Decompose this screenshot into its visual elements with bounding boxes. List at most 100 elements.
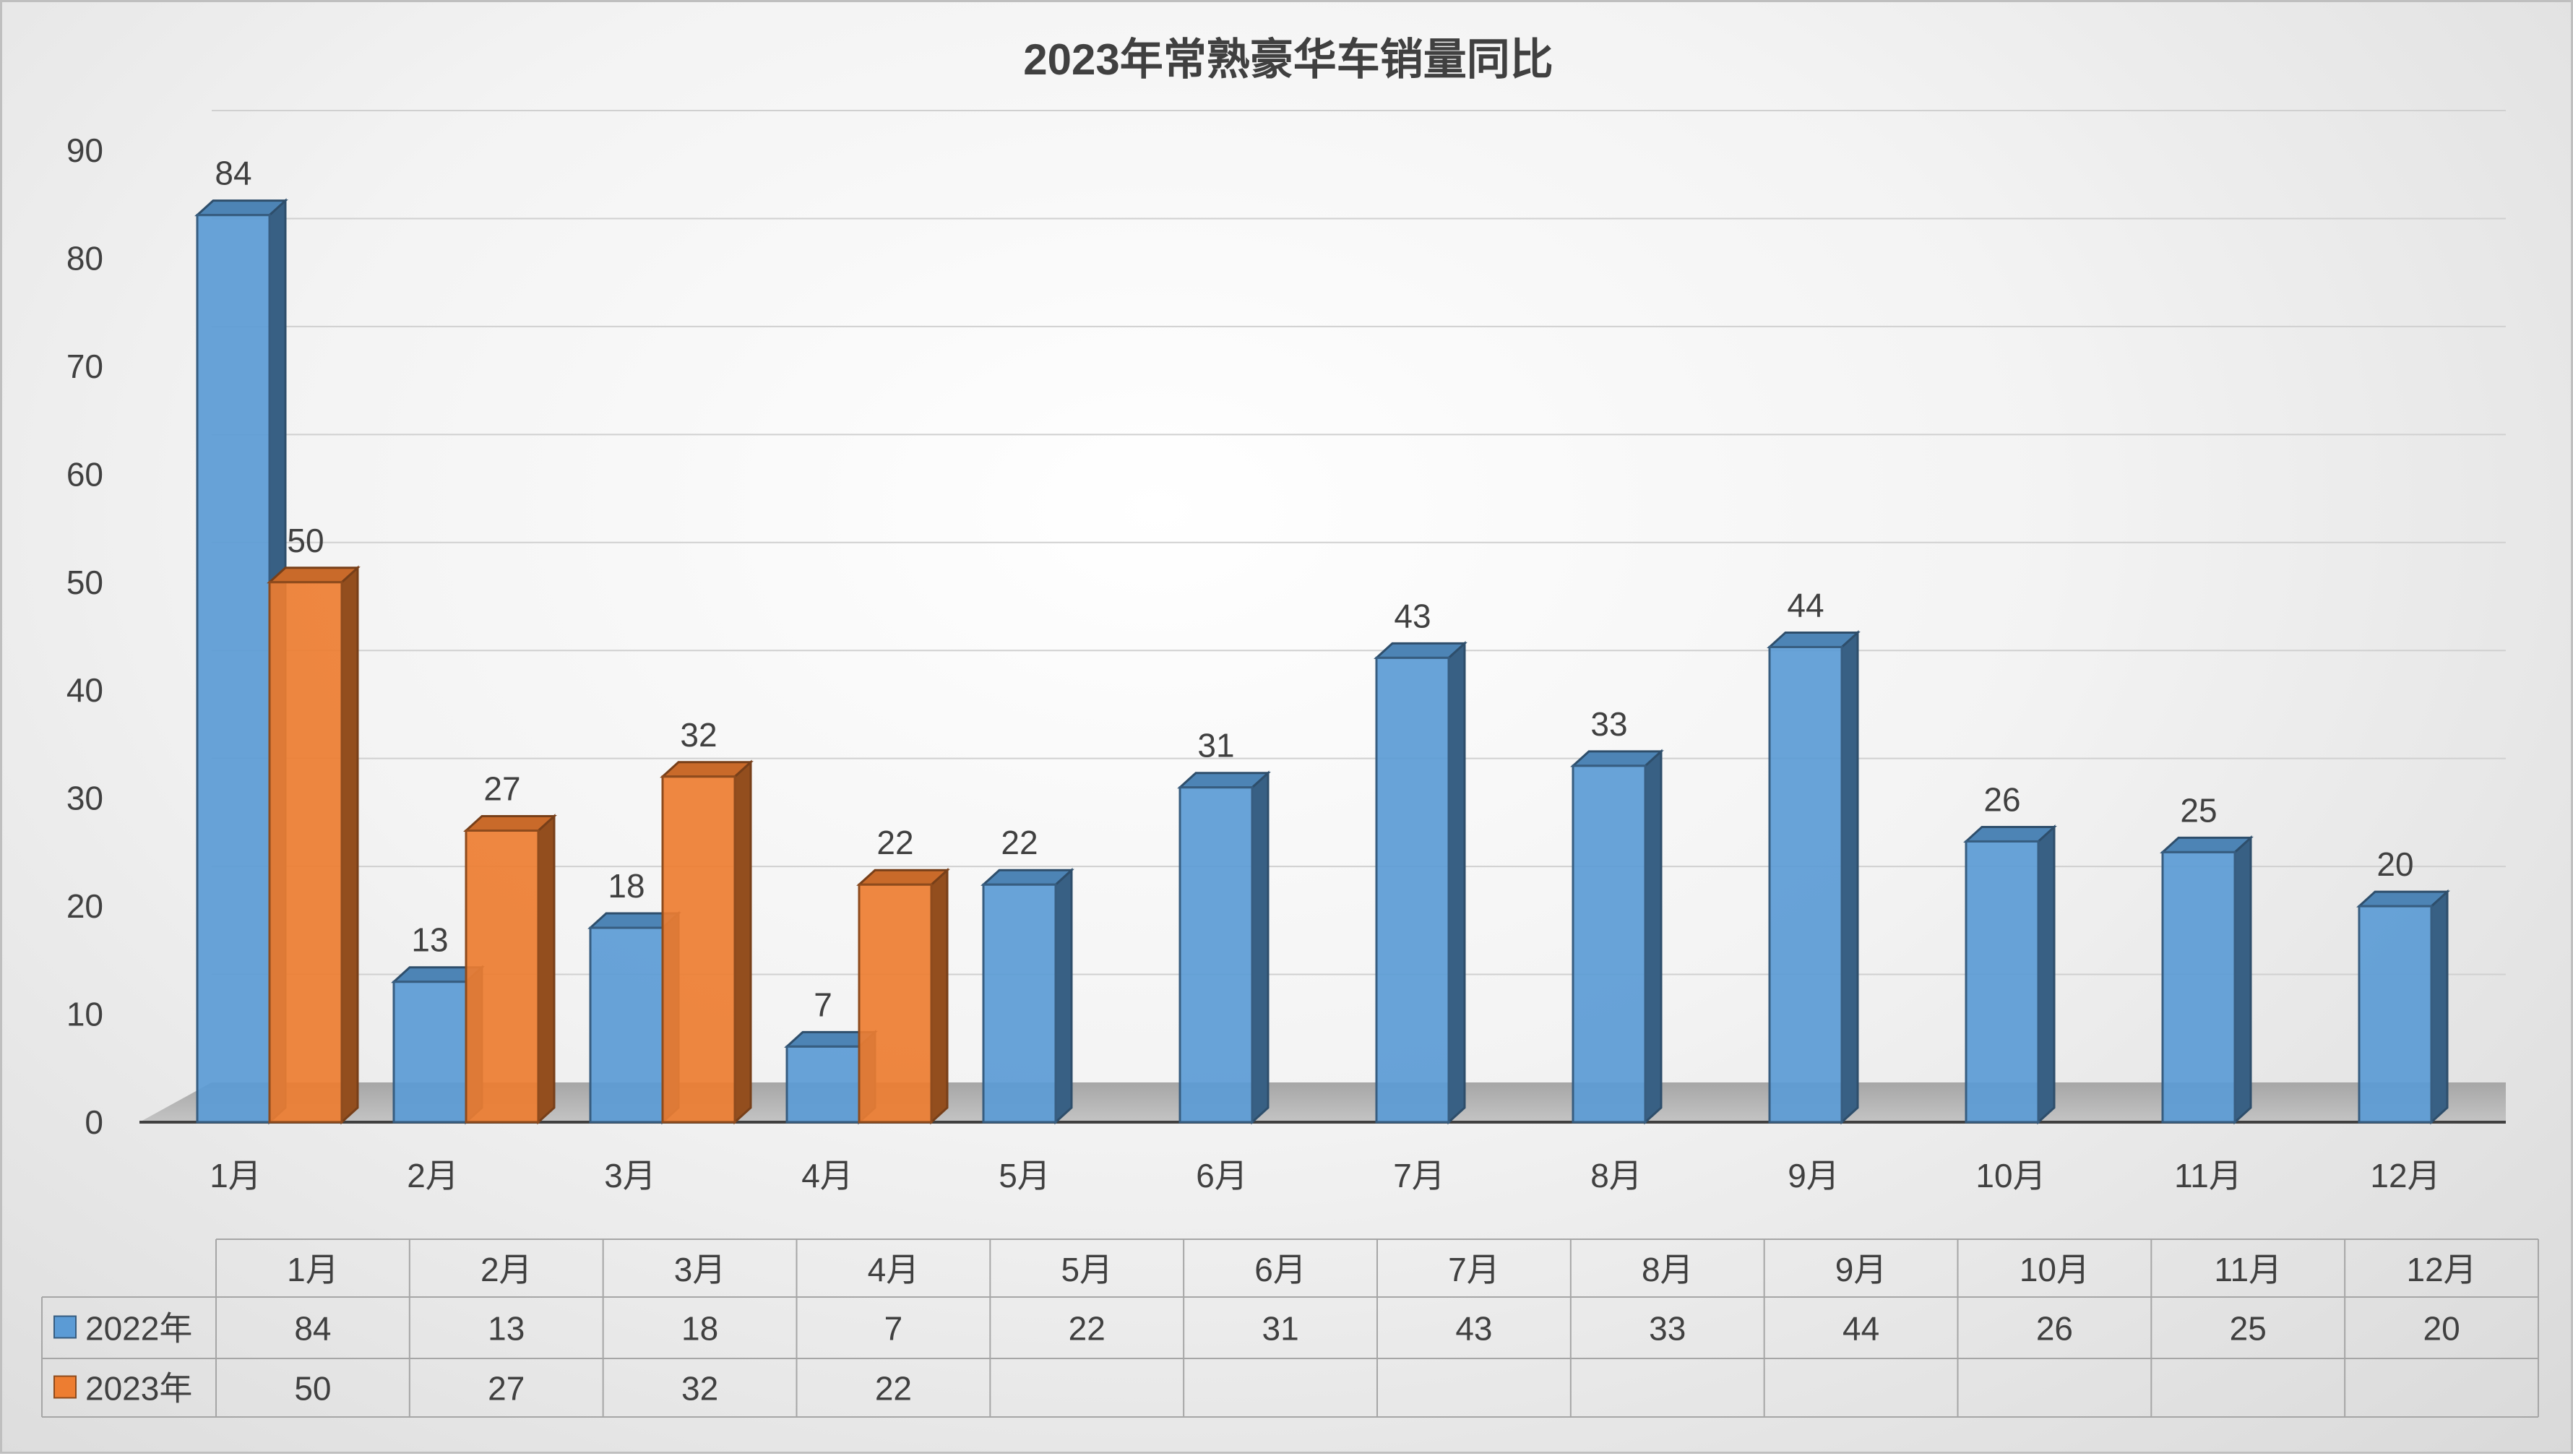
table-header-cell: 9月 (1835, 1251, 1887, 1288)
chart-title: 2023年常熟豪华车销量同比 (1023, 35, 1553, 84)
legend-label: 2022年 (85, 1310, 192, 1348)
table-cell: 26 (2036, 1310, 2073, 1348)
data-label: 26 (1983, 780, 2020, 818)
bar-side (1447, 640, 1466, 1125)
table-header-cell: 11月 (2214, 1251, 2282, 1288)
bar-front (858, 883, 933, 1124)
bar (1177, 770, 1271, 1125)
table-cell: 25 (2230, 1310, 2267, 1348)
bar-side (1054, 867, 1073, 1125)
x-axis: 1月 2月 3月 4月 5月 6月 7月 8月 9月 10月 11月 12月 (210, 1157, 2440, 1194)
bar-side (2233, 835, 2252, 1125)
bar-side (1644, 749, 1663, 1125)
table-cell: 22 (875, 1370, 912, 1408)
y-tick-label: 90 (66, 132, 103, 169)
data-label: 50 (287, 522, 324, 559)
y-tick-label: 40 (66, 671, 103, 709)
table-cell: 43 (1455, 1310, 1492, 1348)
data-label: 43 (1394, 597, 1431, 634)
bar-side (340, 565, 359, 1125)
bar-top (267, 567, 361, 584)
x-tick-label: 9月 (1788, 1157, 1840, 1194)
bar-front (1178, 786, 1254, 1124)
data-label: 44 (1787, 586, 1824, 624)
x-tick-label: 11月 (2174, 1157, 2242, 1194)
table-cell: 20 (2423, 1310, 2460, 1348)
table-cell: 22 (1069, 1310, 1106, 1348)
bar-front (2358, 905, 2433, 1124)
bar-top (2160, 836, 2254, 853)
table-header-cell: 2月 (480, 1251, 533, 1288)
bar (1963, 824, 2057, 1125)
bar-front (196, 214, 271, 1124)
bar-front (465, 830, 540, 1124)
legend-swatch (53, 1375, 77, 1399)
bar-front (589, 926, 664, 1124)
x-tick-label: 3月 (604, 1157, 656, 1194)
legend-swatch (53, 1315, 77, 1339)
table-cell: 50 (294, 1370, 331, 1408)
x-tick-label: 4月 (801, 1157, 853, 1194)
data-label: 27 (483, 770, 520, 808)
bar-side (1840, 630, 1859, 1125)
data-label: 20 (2376, 845, 2413, 883)
bar-front (661, 775, 736, 1124)
bar-side (733, 759, 752, 1125)
bar (660, 759, 754, 1125)
bar-top (1570, 750, 1664, 767)
bar (1374, 640, 1467, 1125)
y-tick-label: 80 (66, 239, 103, 277)
legend-label: 2023年 (85, 1370, 192, 1408)
bar-top (856, 869, 950, 886)
data-label: 25 (2180, 791, 2217, 829)
bar-front (1572, 764, 1647, 1124)
bar-side (1251, 770, 1270, 1125)
y-tick-label: 70 (66, 348, 103, 385)
bar-top (981, 869, 1074, 886)
data-label: 32 (680, 716, 717, 754)
bar-side (2430, 889, 2449, 1125)
bar-front (268, 581, 343, 1124)
bar-top (660, 761, 754, 778)
data-labels: 84 50 13 27 18 32 7 22 22 31 43 33 44 26 25 20 (215, 155, 2413, 1024)
table-header-cell: 7月 (1448, 1251, 1500, 1288)
bar (267, 565, 361, 1125)
table-header-cell: 5月 (1061, 1251, 1113, 1288)
bar-top (1177, 772, 1271, 789)
bar-side (537, 814, 556, 1125)
bar-top (2356, 890, 2450, 908)
table-cell: 27 (488, 1370, 525, 1408)
bar-side (930, 867, 949, 1125)
y-tick-label: 0 (85, 1103, 103, 1141)
data-label: 13 (411, 921, 448, 959)
table-header-cell: 4月 (868, 1251, 920, 1288)
bar-top (1767, 631, 1861, 648)
table-header-cell: 1月 (287, 1251, 339, 1288)
x-tick-label: 10月 (1975, 1157, 2046, 1194)
table-cell: 84 (294, 1310, 331, 1348)
table-header-cell: 10月 (2020, 1251, 2090, 1288)
x-tick-label: 12月 (2370, 1157, 2440, 1194)
bar-top (1963, 825, 2057, 843)
bar-top (1374, 642, 1467, 659)
data-label: 33 (1590, 705, 1627, 743)
data-label: 22 (876, 824, 913, 861)
bar-front (1375, 656, 1450, 1124)
bar (981, 867, 1074, 1125)
y-tick-label: 10 (66, 996, 103, 1033)
bar-front (392, 981, 467, 1124)
table-cell: 32 (681, 1370, 718, 1408)
bar-front (1965, 840, 2040, 1124)
table-header-cell: 6月 (1254, 1251, 1306, 1288)
bar (2160, 835, 2254, 1125)
table-header-cell: 3月 (674, 1251, 726, 1288)
data-label: 18 (608, 867, 645, 905)
bars (194, 198, 2450, 1125)
table-header-cell: 12月 (2406, 1251, 2476, 1288)
bar-front (1768, 645, 1843, 1124)
bar-top (463, 815, 557, 832)
table-cell: 44 (1843, 1310, 1879, 1348)
y-tick-label: 30 (66, 780, 103, 817)
